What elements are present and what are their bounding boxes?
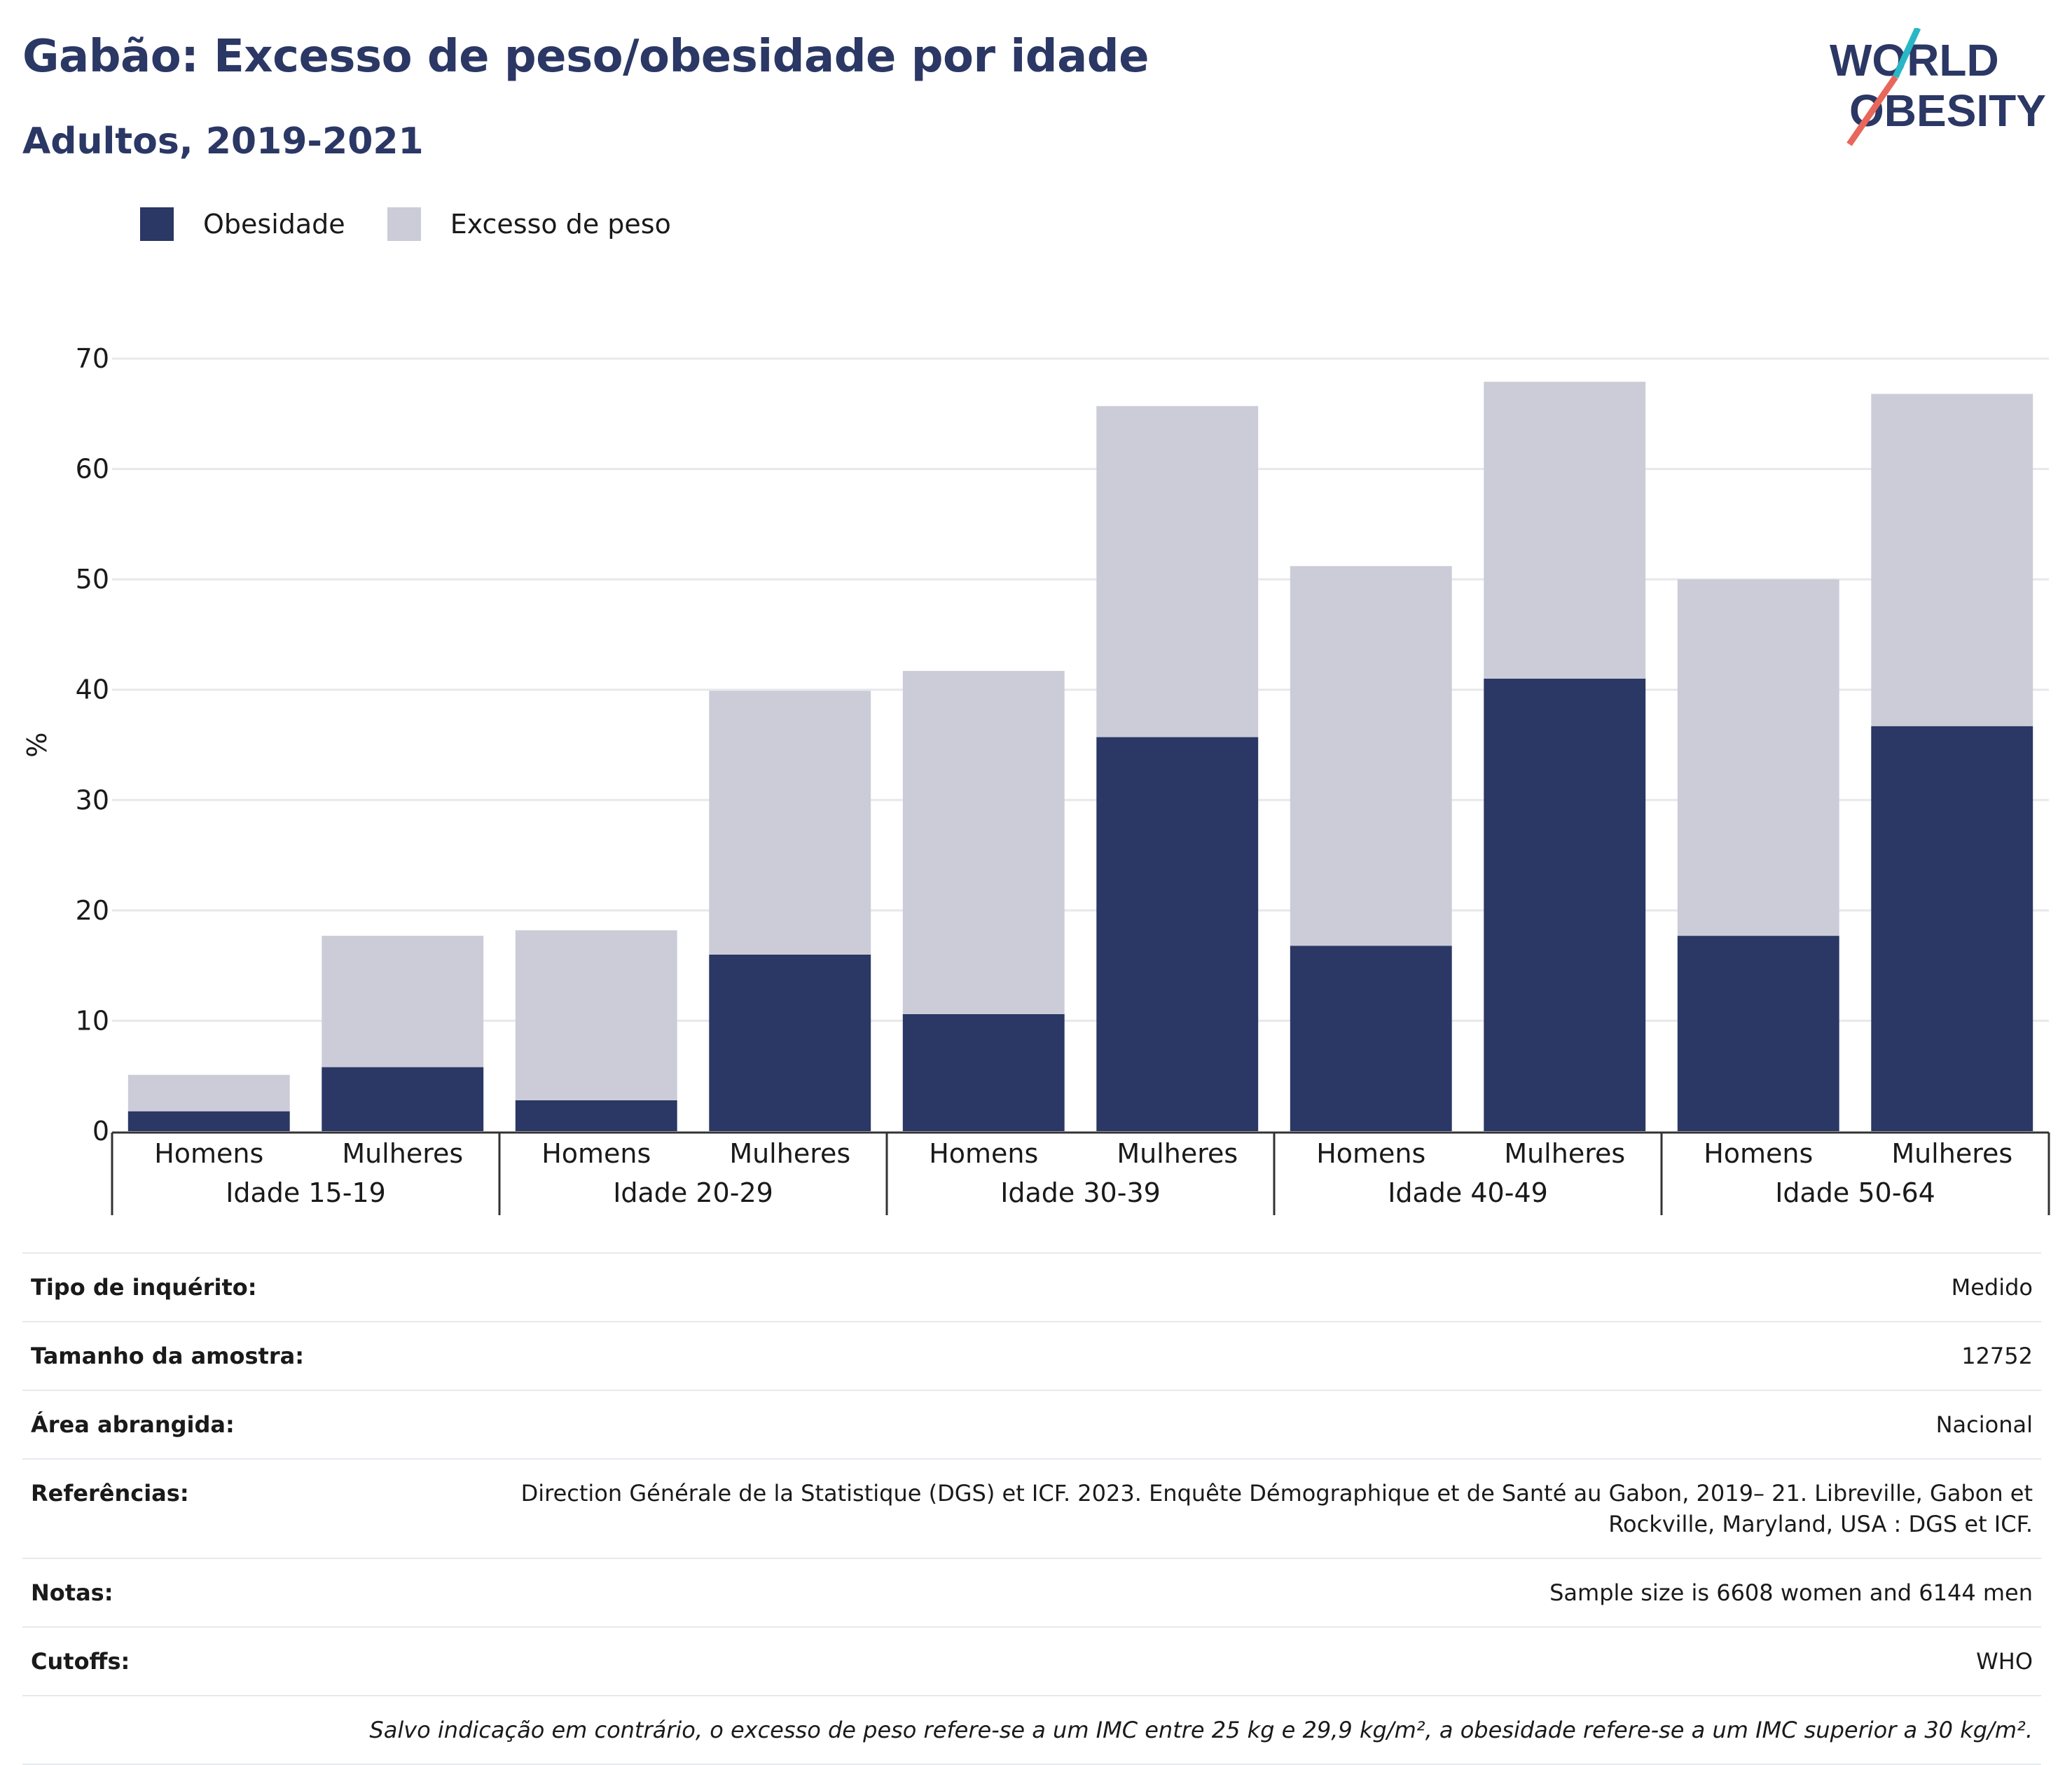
- x-group-label: Idade 30-39: [1000, 1177, 1161, 1208]
- y-tick-label: 0: [92, 1116, 109, 1147]
- bar-obesity: [709, 954, 871, 1131]
- bar-overweight: [515, 930, 677, 1100]
- info-row-footnote: Salvo indicação em contrário, o excesso …: [22, 1695, 2041, 1765]
- bar-overweight: [1484, 382, 1646, 679]
- bar-overweight: [1677, 579, 1839, 936]
- world-obesity-logo: WORLD OBESITY: [1830, 28, 2046, 146]
- chart-legend: Obesidade Excesso de peso: [140, 207, 713, 241]
- y-tick-label: 40: [76, 674, 109, 705]
- page-subtitle: Adultos, 2019-2021: [22, 120, 424, 162]
- info-label: Referências:: [31, 1480, 189, 1507]
- x-subcategory-label: Homens: [154, 1138, 263, 1169]
- info-label: Tipo de inquérito:: [31, 1274, 257, 1301]
- bar-overweight: [1290, 566, 1452, 946]
- bar-obesity: [1290, 946, 1452, 1131]
- page-title: Gabão: Excesso de peso/obesidade por ida…: [22, 31, 1149, 83]
- x-group-label: Idade 15-19: [226, 1177, 386, 1208]
- bar-overweight: [1871, 394, 2033, 726]
- footnote-text: Salvo indicação em contrário, o excesso …: [369, 1717, 2033, 1743]
- y-axis-label: %: [22, 732, 53, 757]
- legend-swatch-obesity: [140, 207, 174, 241]
- bar-obesity: [1484, 678, 1646, 1131]
- info-label: Área abrangida:: [31, 1411, 235, 1438]
- bar-overweight: [322, 936, 484, 1067]
- bar-obesity: [515, 1100, 677, 1131]
- bar-obesity: [1677, 936, 1839, 1131]
- info-value: 12752: [1961, 1343, 2033, 1369]
- logo-teal-slash: [1892, 28, 1921, 78]
- bar-obesity: [1096, 737, 1259, 1131]
- x-subcategory-label: Mulheres: [342, 1138, 463, 1169]
- info-label: Cutoffs:: [31, 1648, 130, 1675]
- y-tick-label: 50: [76, 564, 109, 595]
- bar-obesity: [902, 1013, 1065, 1131]
- bar-overweight: [709, 691, 871, 955]
- info-row-survey-type: Tipo de inquérito: Medido: [22, 1252, 2041, 1321]
- info-row-notes: Notas: Sample size is 6608 women and 614…: [22, 1558, 2041, 1626]
- y-tick-label: 20: [76, 895, 109, 926]
- x-subcategory-label: Homens: [541, 1138, 651, 1169]
- bar-obesity: [322, 1067, 484, 1131]
- bar-obesity: [1871, 726, 2033, 1131]
- logo-line2: OBESITY: [1849, 85, 2046, 136]
- logo-coral-slash: [1846, 75, 1898, 146]
- y-tick-label: 30: [76, 784, 109, 815]
- info-value: Nacional: [1935, 1411, 2033, 1438]
- x-subcategory-label: Mulheres: [729, 1138, 850, 1169]
- bar-obesity: [127, 1111, 290, 1131]
- y-tick-label: 10: [76, 1005, 109, 1036]
- bar-overweight: [127, 1074, 290, 1112]
- x-group-label: Idade 20-29: [613, 1177, 773, 1208]
- x-subcategory-label: Homens: [1704, 1138, 1813, 1169]
- x-subcategory-label: Homens: [929, 1138, 1038, 1169]
- info-value: Sample size is 6608 women and 6144 men: [1549, 1579, 2033, 1606]
- info-label: Tamanho da amostra:: [31, 1343, 304, 1369]
- x-group-label: Idade 50-64: [1775, 1177, 1935, 1208]
- legend-item-obesity: Obesidade: [140, 207, 345, 241]
- info-value: Direction Générale de la Statistique (DG…: [520, 1480, 2033, 1537]
- y-tick-label: 70: [76, 343, 109, 374]
- info-value: Medido: [1951, 1274, 2033, 1301]
- survey-info-table: Tipo de inquérito: Medido Tamanho da amo…: [22, 1252, 2041, 1765]
- x-subcategory-label: Mulheres: [1504, 1138, 1625, 1169]
- legend-item-overweight: Excesso de peso: [387, 207, 671, 241]
- bar-overweight: [1096, 406, 1259, 738]
- x-subcategory-label: Mulheres: [1891, 1138, 2012, 1169]
- info-row-area: Área abrangida: Nacional: [22, 1390, 2041, 1458]
- x-group-label: Idade 40-49: [1388, 1177, 1548, 1208]
- y-tick-label: 60: [76, 454, 109, 485]
- x-subcategory-label: Mulheres: [1117, 1138, 1238, 1169]
- legend-label-obesity: Obesidade: [203, 209, 345, 240]
- info-row-references: Referências: Direction Générale de la St…: [22, 1458, 2041, 1558]
- bar-overweight: [902, 670, 1065, 1014]
- legend-label-overweight: Excesso de peso: [450, 209, 671, 240]
- info-value: WHO: [1976, 1648, 2033, 1675]
- stacked-bar-chart: 0 10 20 30 40 50 60 70% Homens Mulheres Idade 15-1…: [22, 343, 2050, 1215]
- legend-swatch-overweight: [387, 207, 421, 241]
- info-row-sample-size: Tamanho da amostra: 12752: [22, 1321, 2041, 1390]
- x-subcategory-label: Homens: [1316, 1138, 1425, 1169]
- info-row-cutoffs: Cutoffs: WHO: [22, 1626, 2041, 1695]
- info-label: Notas:: [31, 1579, 113, 1606]
